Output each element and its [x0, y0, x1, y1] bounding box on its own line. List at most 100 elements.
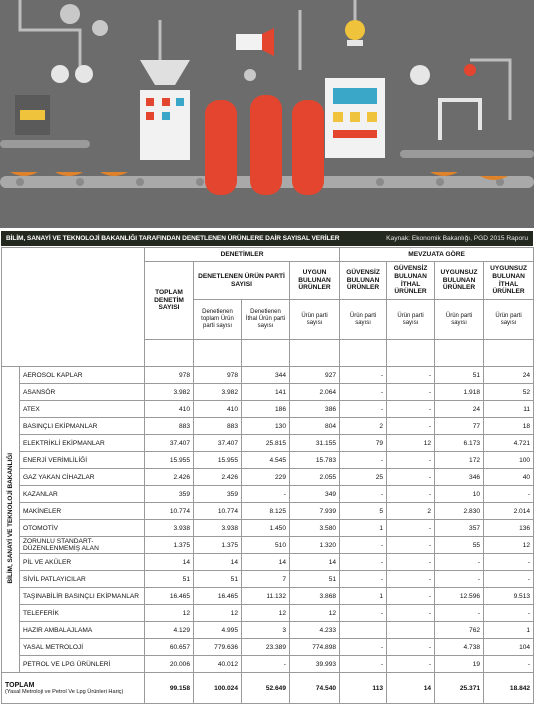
cell: - — [483, 485, 534, 503]
cell: 357 — [434, 519, 485, 537]
table-row: GAZ YAKAN CİHAZLAR 2.426 2.426 229 2.055 25-3… — [2, 468, 534, 486]
cell: 779.636 — [193, 638, 242, 656]
row-label: OTOMOTİV — [19, 519, 145, 537]
cell: 4.233 — [288, 621, 341, 639]
data-table: DENETİMLER MEVZUATA GÖRE TOPLAM DENETİM … — [1, 247, 534, 704]
table-row: ENERJİ VERİMLİLİĞİ 15.955 15.955 4.545 15.78… — [2, 451, 534, 469]
cell: 15.783 — [288, 451, 341, 469]
table-row: SİVİL PATLAYICILAR 51 51 7 51- - - - — [2, 570, 534, 588]
cell: 130 — [241, 417, 290, 435]
total-cell: 74.540 — [288, 672, 341, 704]
row-label: ZORUNLU STANDART-DÜZENLENMEMİŞ ALAN — [19, 536, 145, 554]
cell: 3.982 — [144, 383, 194, 401]
cell: 10 — [434, 485, 485, 503]
cell: 37.407 — [144, 434, 194, 452]
cell: - — [339, 655, 388, 673]
cell: 12 — [386, 434, 436, 452]
cell — [386, 621, 436, 639]
cell: 100 — [483, 451, 534, 469]
column-subheader: Ürün parti sayısı — [386, 299, 436, 340]
header-row: TOPLAM DENETİM SAYISI DENETLENEN ÜRÜN PA… — [2, 261, 534, 340]
cell: - — [386, 485, 436, 503]
cell: 883 — [144, 417, 194, 435]
cell: 3.868 — [288, 587, 341, 605]
cell: - — [386, 519, 436, 537]
column-subheader: Denetlenen toplam Ürün parti sayısı — [193, 299, 242, 340]
total-cell: 25.371 — [434, 672, 485, 704]
cell: - — [434, 570, 485, 588]
cell: - — [483, 570, 534, 588]
spacer — [193, 339, 242, 367]
cell: 24 — [483, 366, 534, 384]
cell: 7 — [241, 570, 290, 588]
cell — [339, 621, 388, 639]
cell: 39.993 — [288, 655, 341, 673]
cell: 14 — [241, 553, 290, 571]
row-group-label: BİLİM, SANAYİ VE TEKNOLOJİ BAKANLIĞI — [7, 453, 14, 584]
cell: 12 — [193, 604, 242, 622]
cell: 40 — [483, 468, 534, 486]
cell: - — [386, 400, 436, 418]
table-header: DENETİMLER MEVZUATA GÖRE TOPLAM DENETİM … — [1, 247, 534, 367]
cell: 2.426 — [193, 468, 242, 486]
spacer — [288, 339, 341, 367]
cell: 18 — [483, 417, 534, 435]
table-body: BİLİM, SANAYİ VE TEKNOLOJİ BAKANLIĞI AERO… — [1, 366, 534, 704]
cell: 3 — [241, 621, 290, 639]
spacer — [386, 339, 436, 367]
cell: - — [386, 655, 436, 673]
total-label: TOPLAM — [5, 681, 35, 689]
header-row: Denetlenen toplam Ürün parti sayısı Dene… — [2, 299, 534, 340]
cell: - — [339, 485, 388, 503]
cell: 410 — [193, 400, 242, 418]
cell: - — [386, 604, 436, 622]
total-cell: 14 — [386, 672, 436, 704]
row-label: SİVİL PATLAYICILAR — [19, 570, 145, 588]
cell: 804 — [288, 417, 341, 435]
cell: 52 — [483, 383, 534, 401]
row-label: ENERJİ VERİMLİLİĞİ — [19, 451, 145, 469]
cell: 60.657 — [144, 638, 194, 656]
cell: 2 — [386, 502, 436, 520]
title-bar: BİLİM, SANAYİ VE TEKNOLOJİ BAKANLIĞI TAR… — [1, 231, 533, 246]
table-row: TAŞINABİLİR BASINÇLI EKİPMANLAR 16.465 16.… — [2, 587, 534, 605]
cell: 141 — [241, 383, 290, 401]
cell: 16.465 — [193, 587, 242, 605]
cell: 349 — [288, 485, 341, 503]
cell: 1 — [339, 519, 388, 537]
row-label: BASINÇLI EKİPMANLAR — [19, 417, 145, 435]
cell: - — [483, 604, 534, 622]
cell: 51 — [288, 570, 341, 588]
table-row: KAZANLAR 359 359-349- -10- — [2, 485, 534, 503]
cell: 172 — [434, 451, 485, 469]
cell: 37.407 — [193, 434, 242, 452]
corner-cell — [1, 247, 145, 367]
cell: 978 — [193, 366, 242, 384]
cell: - — [339, 570, 388, 588]
cell: 14 — [144, 553, 194, 571]
cell: 3.580 — [288, 519, 341, 537]
cell: 4.545 — [241, 451, 290, 469]
cell: - — [386, 366, 436, 384]
cell: 6.173 — [434, 434, 485, 452]
column-subheader: Denetlenen İthal Ürün parti sayısı — [241, 299, 290, 340]
spacer — [434, 339, 485, 367]
cell: 55 — [434, 536, 485, 554]
cell: 762 — [434, 621, 485, 639]
cell: 2.426 — [144, 468, 194, 486]
cell: - — [386, 468, 436, 486]
cell: 12 — [241, 604, 290, 622]
cell: 1.450 — [241, 519, 290, 537]
row-label: AEROSOL KAPLAR — [19, 366, 145, 384]
cell: 1 — [339, 587, 388, 605]
cell: 186 — [241, 400, 290, 418]
cell: - — [339, 553, 388, 571]
header-row: DENETİMLER MEVZUATA GÖRE — [1, 247, 534, 367]
cell: - — [339, 536, 388, 554]
cell: - — [434, 604, 485, 622]
row-label: ASANSÖR — [19, 383, 145, 401]
table-row: TELEFERİK 12 12 12 12- - - - — [2, 604, 534, 622]
row-label: MAKİNELER — [19, 502, 145, 520]
cell: 12.596 — [434, 587, 485, 605]
cell: 25 — [339, 468, 388, 486]
